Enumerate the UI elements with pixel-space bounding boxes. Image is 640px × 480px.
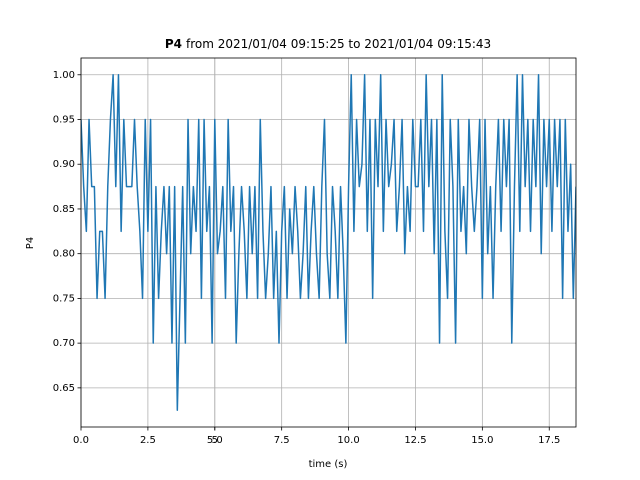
x-tick-label: 15.0 bbox=[471, 435, 493, 446]
y-tick-label: 1.00 bbox=[53, 70, 75, 81]
title-bold: P4 bbox=[165, 37, 182, 51]
x-tick-label: 17.5 bbox=[538, 435, 560, 446]
x-axis-label: time (s) bbox=[309, 459, 348, 470]
x-tick-label: 0.0 bbox=[73, 435, 89, 446]
y-axis-label: P4 bbox=[25, 237, 36, 249]
y-tick-label: 0.90 bbox=[53, 159, 75, 170]
y-tick-label: 0.80 bbox=[53, 249, 75, 260]
x-tick-label: 2.5 bbox=[140, 435, 156, 446]
y-tick-label: 0.70 bbox=[53, 338, 75, 349]
y-tick-label: 0.85 bbox=[53, 204, 75, 215]
x-tick-label: 10.0 bbox=[337, 435, 359, 446]
x-tick-label: 12.5 bbox=[404, 435, 426, 446]
data-line bbox=[81, 74, 576, 411]
y-tick-label: 0.75 bbox=[53, 293, 75, 304]
plot-frame bbox=[80, 57, 577, 428]
x-tick-label: 7.5 bbox=[274, 435, 290, 446]
y-tick-label: 0.65 bbox=[53, 383, 75, 394]
x-tick-label: 5 bbox=[212, 435, 218, 446]
y-tick-label: 0.95 bbox=[53, 115, 75, 126]
title-text: from 2021/01/04 09:15:25 to 2021/01/04 0… bbox=[186, 37, 491, 51]
chart-title: P4 from 2021/01/04 09:15:25 to 2021/01/04… bbox=[165, 37, 491, 51]
x-tick-label: 5.0 bbox=[207, 435, 223, 446]
